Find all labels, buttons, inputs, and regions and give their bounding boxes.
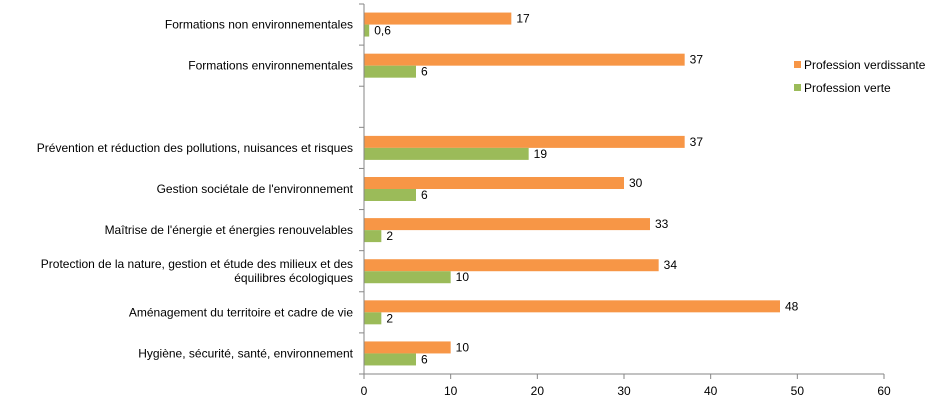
data-label-verdissante-0: 17 [516,12,530,26]
data-label-verte-8: 6 [421,352,428,366]
legend-swatch-verte [794,84,801,91]
bar-verdissante-4 [364,177,624,189]
legend-swatch-verdissante [794,61,801,68]
data-label-verdissante-1: 37 [690,53,704,67]
bar-verdissante-8 [364,341,451,354]
legend-label-verte: Profession verte [804,81,891,95]
bar-verte-3 [364,147,529,160]
bar-verdissante-0 [364,12,512,25]
data-label-verte-0: 0,6 [374,24,391,38]
bar-verdissante-1 [364,53,685,66]
x-tick-label-2: 20 [531,384,545,398]
category-label-7: Aménagement du territoire et cadre de vi… [129,305,353,319]
data-label-verte-5: 2 [386,229,393,243]
bar-verte-1 [364,65,416,78]
bar-verdissante-7 [364,300,780,313]
bar-verte-4 [364,189,416,201]
bar-verdissante-3 [364,135,685,148]
data-label-verdissante-8: 10 [456,340,470,354]
x-tick-label-0: 0 [361,384,368,398]
category-label-6-1: équilibres écologiques [234,271,353,285]
data-label-verte-1: 6 [421,65,428,79]
x-tick-label-3: 30 [617,384,631,398]
data-label-verdissante-6: 34 [664,258,678,272]
legend-label-verdissante: Profession verdissante [804,58,926,72]
x-tick-label-1: 10 [444,384,458,398]
category-label-0: Formations non environnementales [165,18,353,32]
data-label-verte-6: 10 [456,270,470,284]
bar-verdissante-5 [364,218,650,231]
category-label-6-0: Protection de la nature, gestion et étud… [41,257,353,271]
category-label-4: Gestion sociétale de l'environnement [157,182,354,196]
data-label-verdissante-4: 30 [629,176,643,190]
x-tick-label-5: 50 [791,384,805,398]
category-label-5: Maîtrise de l'énergie et énergies renouv… [105,223,353,237]
bar-verte-8 [364,353,416,366]
category-label-3: Prévention et réduction des pollutions, … [37,141,353,155]
bar-verte-6 [364,271,451,284]
data-label-verte-3: 19 [534,147,548,161]
data-label-verdissante-5: 33 [655,217,669,231]
category-label-8: Hygiène, sécurité, santé, environnement [138,346,353,360]
bar-verte-0 [364,24,370,37]
data-label-verte-7: 2 [386,311,393,325]
category-label-1: Formations environnementales [188,59,353,73]
x-tick-label-4: 40 [704,384,718,398]
data-label-verdissante-3: 37 [690,135,704,149]
bar-verdissante-6 [364,259,659,272]
x-tick-label-6: 60 [877,384,891,398]
bar-verte-5 [364,230,382,243]
bar-verte-7 [364,312,382,325]
data-label-verdissante-7: 48 [785,299,799,313]
data-label-verte-4: 6 [421,188,428,202]
